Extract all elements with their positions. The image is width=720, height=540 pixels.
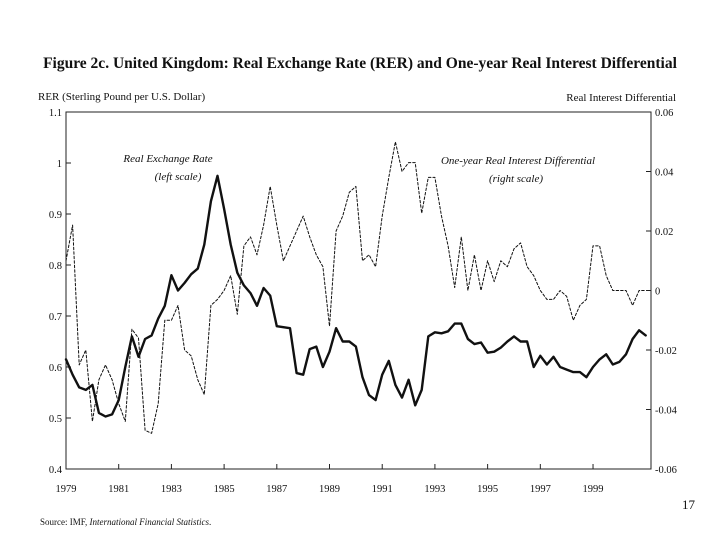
axis-ticks: 0.4 0.5 0.6 0.7 0.8 0.9 1 1.1 -0.06 -0.04 -0.02 0 0.… [49, 108, 678, 495]
x-tick-label: 1993 [424, 484, 445, 495]
series-layer [64, 141, 647, 434]
x-tick-label: 1987 [266, 484, 287, 495]
x-tick-label: 1985 [214, 484, 235, 495]
left-tick-label: 0.6 [49, 363, 62, 374]
right-tick-label: 0 [655, 287, 660, 298]
series-line-interest-differential [65, 141, 647, 434]
right-tick-label: 0.04 [655, 168, 674, 179]
annotation-rid-scale: (right scale) [489, 173, 543, 185]
source-suffix: . [209, 517, 211, 527]
left-tick-label: 1 [57, 159, 62, 170]
chart-title: Figure 2c. United Kingdom: Real Exchange… [43, 55, 678, 72]
x-tick-label: 1983 [161, 484, 182, 495]
right-tick-label: -0.06 [655, 465, 677, 476]
left-tick-label: 0.8 [49, 261, 62, 272]
left-tick-label: 0.4 [49, 465, 63, 476]
source-prefix: Source: IMF, [40, 517, 90, 527]
series-line-real-exchange-rate [64, 174, 647, 418]
left-tick-label: 1.1 [49, 108, 62, 119]
right-tick-label: 0.02 [655, 227, 673, 238]
annotation-rer-scale: (left scale) [155, 171, 202, 183]
annotation-rer-name: Real Exchange Rate [122, 153, 212, 165]
right-tick-label: -0.02 [655, 346, 677, 357]
x-tick-label: 1989 [319, 484, 340, 495]
left-tick-label: 0.5 [49, 414, 62, 425]
x-tick-label: 1991 [372, 484, 393, 495]
left-axis-title: RER (Sterling Pound per U.S. Dollar) [38, 91, 205, 103]
annotation-rid-name: One-year Real Interest Differential [441, 155, 595, 167]
x-tick-label: 1979 [56, 484, 77, 495]
x-tick-label: 1995 [477, 484, 498, 495]
source-note: Source: IMF, International Financial Sta… [40, 517, 211, 527]
right-tick-label: -0.04 [655, 406, 678, 417]
x-tick-label: 1997 [530, 484, 551, 495]
x-tick-label: 1999 [583, 484, 604, 495]
left-tick-label: 0.7 [49, 312, 62, 323]
left-tick-label: 0.9 [49, 210, 62, 221]
slide-number: 17 [682, 497, 696, 512]
right-tick-label: 0.06 [655, 108, 673, 119]
x-tick-label: 1981 [108, 484, 129, 495]
right-axis-title: Real Interest Differential [566, 92, 676, 104]
source-publication: International Financial Statistics [89, 517, 210, 527]
